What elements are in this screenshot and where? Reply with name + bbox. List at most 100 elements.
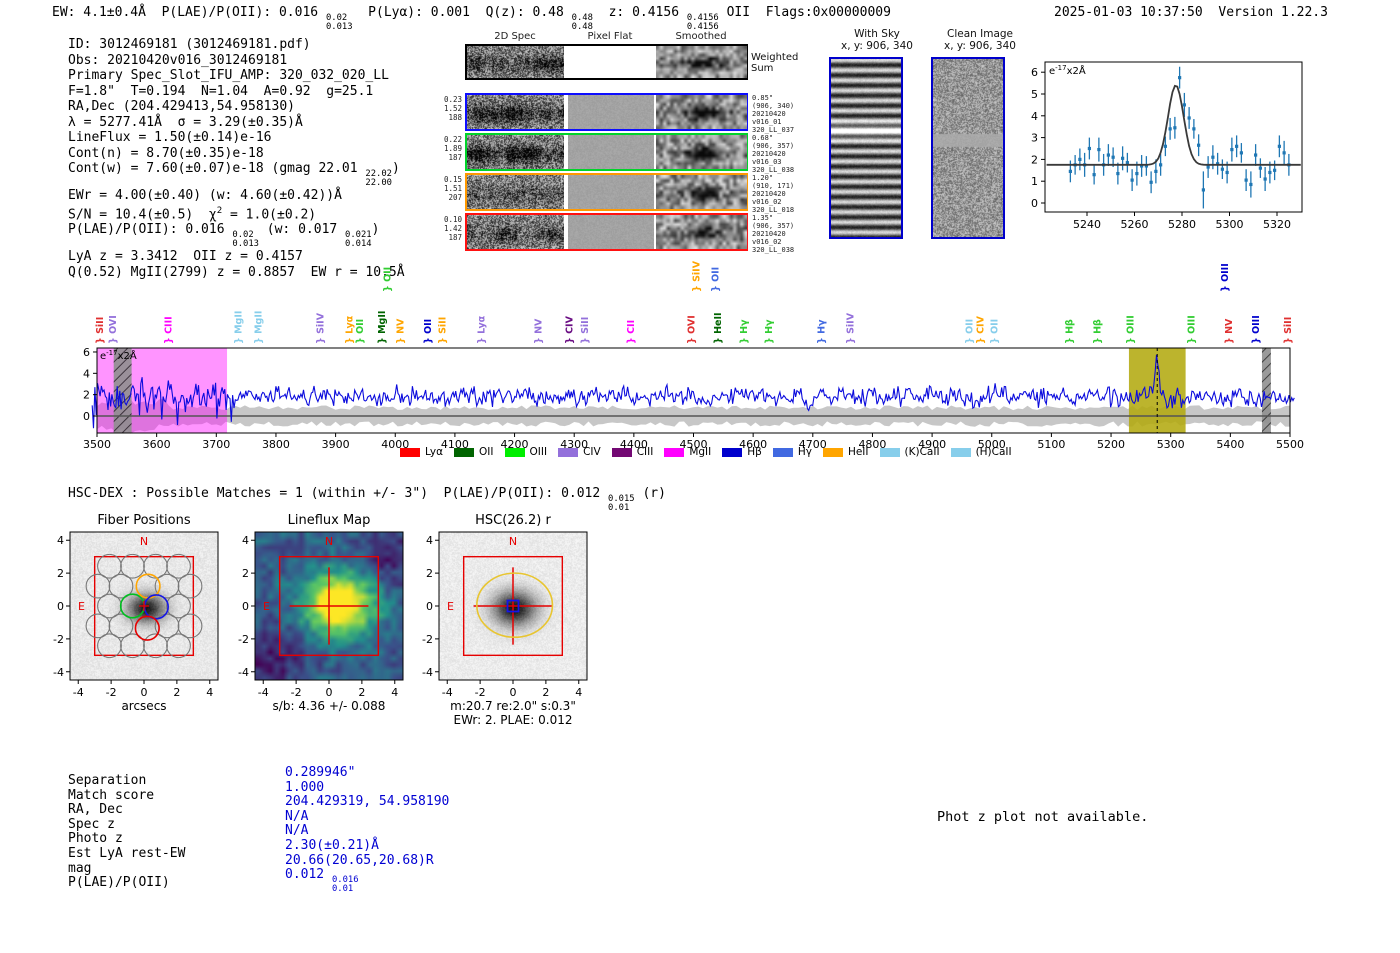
line-label-Hβ: } Hβ (1092, 319, 1103, 344)
spectrum-xtick: 3800 (262, 438, 290, 451)
fit-data-point (1187, 116, 1191, 120)
match-table-values: 0.289946" 1.000 204.429319, 54.958190 N/A N/… (285, 765, 449, 894)
cutouts-overlay: Fiber Positions -4 -4 -2 -2 0 0 2 2 4 4 arcsecs N E Li… (53, 513, 588, 727)
fit-data-point (1192, 127, 1196, 131)
hsc-dex-summary: HSC-DEX : Possible Matches = 1 (within +… (68, 486, 666, 513)
line-label-SiIV: } SiIV (845, 312, 856, 344)
fit-xtick: 5260 (1121, 218, 1149, 231)
legend-swatch (454, 447, 475, 457)
legend-item-Lyα: Lyα (400, 446, 443, 458)
fit-data-point (1197, 143, 1201, 147)
line-label-SiII: } SiII (1283, 317, 1294, 344)
fiber-ytick: -4 (53, 666, 64, 679)
line-label-CII: } CII (626, 320, 637, 344)
detection-info-block: ID: 3012469181 (3012469181.pdf) Obs: 2021… (68, 37, 405, 280)
line-label-Hγ: } Hγ (764, 319, 775, 344)
lineflux-xtick: 0 (326, 686, 333, 699)
fiber-xtick: 0 (141, 686, 148, 699)
line-label-SiII: } SiII (580, 317, 591, 344)
spectrum-xtick: 5100 (1037, 438, 1065, 451)
fit-data-point (1282, 151, 1286, 155)
fit-data-point (1216, 162, 1220, 166)
match-table-value: 1.000 (285, 779, 325, 795)
fit-data-point (1211, 155, 1215, 159)
fiber-east-label: E (78, 600, 85, 613)
info-line-12: P(LAE)/P(OII): 0.016 0.02 0.013 (w: 0.017… (68, 222, 380, 250)
hsc-xtick: 4 (575, 686, 582, 699)
spectrum-xtick: 4900 (918, 438, 946, 451)
lineflux-ytick: 4 (242, 534, 249, 547)
legend-item-Hβ: Hβ (722, 446, 762, 458)
info-line-5: RA,Dec (204.429413,54.958130) (68, 99, 295, 115)
spectrum-xtick: 5500 (1276, 438, 1304, 451)
legend-item-(H)CaII: (H)CaII (950, 446, 1012, 458)
hsc-xlabel: m:20.7 re:2.0" s:0.3" (450, 699, 576, 713)
line-label-CIV: } CIV (975, 315, 986, 344)
line-label-Hγ: } Hγ (817, 319, 828, 344)
hsc-xtick: -4 (442, 686, 453, 699)
match-table-value: N/A (285, 808, 309, 824)
fiber-circle (85, 613, 111, 639)
spec2d-image (467, 135, 564, 169)
line-label-Lyα: } Lyα (344, 315, 355, 344)
legend-item-(K)CaII: (K)CaII (879, 446, 940, 458)
fiber-circle (143, 553, 168, 579)
line-label-OII: } OII (423, 319, 434, 344)
legend-swatch (950, 447, 971, 457)
spectrum-xtick: 3700 (202, 438, 230, 451)
fiber-xtick: -4 (73, 686, 84, 699)
fit-data-point (1068, 169, 1072, 173)
hsc-east-label: E (447, 600, 454, 613)
fit-xtick: 5280 (1168, 218, 1196, 231)
spectrum-legend: Lyα OII OIII CIV CIII MgII Hβ Hγ HeII (K)CaII (H)C… (400, 446, 1012, 458)
match-table-label: Separation (68, 773, 147, 788)
spec2d-fiber-row-3 (465, 173, 748, 211)
fiber-xtick: 2 (173, 686, 180, 699)
pixelflat-image (568, 95, 654, 129)
header-summary: EW: 4.1±0.4Å P(LAE)/P(OII): 0.016 0.02 0.… (52, 5, 891, 32)
line-fit-plot: 5240 5260 5280 5300 5320 0 1 2 3 4 5 6 e-17x2Å (1031, 61, 1303, 231)
match-table-label: Spec z (68, 816, 115, 832)
legend-item-CIII: CIII (611, 446, 653, 458)
lineflux-extraction-box (278, 555, 380, 657)
match-table-label: mag (68, 860, 92, 876)
spectrum-xtick: 5400 (1216, 438, 1244, 451)
info-line-13: LyA z = 3.3412 OII z = 0.4157 (68, 249, 303, 265)
info-line-11: S/N = 10.4(±0.5) χ2 = 1.0(±0.2) (68, 205, 317, 222)
fit-ytick: 0 (1031, 197, 1038, 210)
withsky-image (829, 57, 903, 239)
spec2d-fiber-row-4 (465, 213, 748, 251)
fit-data-point (1263, 177, 1267, 181)
fit-data-point (1168, 127, 1172, 131)
hsc-catalog-ellipse (476, 572, 554, 639)
spectrum-xtick: 4500 (680, 438, 708, 451)
hsc-ytick: 0 (426, 600, 433, 613)
info-line-3: Primary Spec_Slot_IFU_AMP: 320_032_020_L… (68, 68, 389, 84)
fit-data-point (1154, 169, 1158, 173)
fit-ytick: 5 (1031, 88, 1038, 101)
fit-xtick: 5300 (1216, 218, 1244, 231)
legend-item-OIII: OIII (504, 446, 547, 458)
hsc-ytick: -2 (422, 633, 433, 646)
fiber-circle (154, 573, 180, 599)
fit-data-point (1121, 156, 1125, 160)
fit-axes-frame (1044, 61, 1303, 213)
line-label-SiII: } SiII (437, 317, 448, 344)
line-label-OII: } OII (355, 319, 366, 344)
fiber-ytick: 0 (57, 600, 64, 613)
hsc-xtick: 2 (542, 686, 549, 699)
match-table-value: 0.289946" (285, 765, 356, 780)
line-label-NV: } NV (533, 318, 544, 344)
smoothed-image (656, 95, 747, 129)
fit-gaussian-curve (1046, 84, 1301, 166)
spec2d-col-title-smoothed: Smoothed (675, 31, 727, 42)
fit-data-point (1087, 146, 1091, 151)
info-line-10: EWr = 4.00(±0.40) (w: 4.60(±0.42))Å (68, 188, 342, 204)
full-spectrum-plot: 3500 3600 3700 3800 3900 4000 4100 4200 4300 4400… (83, 260, 1304, 451)
fiber-xtick: -2 (106, 686, 117, 699)
header-version: Version 1.22.3 (1218, 5, 1328, 20)
fiber-ytick: 4 (57, 534, 64, 547)
smoothed-image (656, 135, 747, 169)
header-datetime: 2025-01-03 10:37:50 (1054, 5, 1203, 20)
